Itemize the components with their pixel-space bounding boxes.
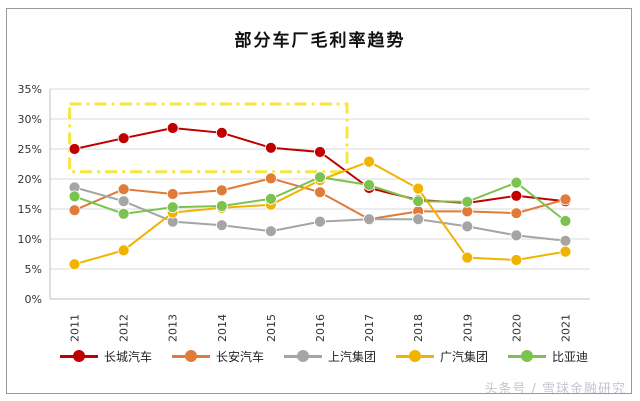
series-4-point <box>68 258 81 271</box>
series-2-point <box>314 186 326 199</box>
series-2-point <box>510 207 523 220</box>
series-4-point <box>510 254 523 266</box>
series-3-point <box>314 215 326 228</box>
series-2-point <box>68 204 81 217</box>
series-3-point <box>363 213 375 226</box>
series-2-point <box>265 172 277 185</box>
series-5-point <box>265 192 277 205</box>
series-1-point <box>166 122 179 134</box>
y-tick-label: 30% <box>18 113 42 126</box>
series-5-point <box>166 201 179 214</box>
legend-label: 长安汽车 <box>216 349 265 364</box>
legend-label: 上汽集团 <box>328 349 377 364</box>
x-tick-label: 2013 <box>167 314 180 342</box>
y-tick-label: 5% <box>25 263 42 276</box>
x-tick-label: 2015 <box>265 314 278 342</box>
series-2-point <box>559 193 572 206</box>
series-2-point <box>117 183 130 196</box>
y-tick-label: 35% <box>18 83 42 96</box>
x-tick-label: 2017 <box>363 314 376 342</box>
series-5-point <box>215 200 228 212</box>
chart-frame <box>6 8 632 394</box>
legend-item-1: 长城汽车 <box>60 348 172 365</box>
series-5-point <box>412 195 425 208</box>
x-tick-label: 2011 <box>69 314 82 342</box>
series-3-point <box>265 225 277 238</box>
legend-item-5: 比亚迪 <box>508 348 620 365</box>
x-tick-label: 2012 <box>118 314 131 342</box>
y-tick-label: 10% <box>18 233 42 246</box>
legend-item-4: 广汽集团 <box>396 348 508 365</box>
legend-label: 长城汽车 <box>104 349 153 364</box>
series-3-point <box>215 219 228 232</box>
legend-symbol <box>60 349 98 363</box>
series-3-point <box>559 234 572 247</box>
series-2-point <box>166 188 179 200</box>
series-5-point <box>314 171 326 184</box>
legend-item-3: 上汽集团 <box>284 348 396 365</box>
x-tick-label: 2020 <box>510 314 523 342</box>
x-tick-label: 2018 <box>412 314 425 342</box>
series-1-point <box>215 126 228 139</box>
series-5-point <box>68 190 81 203</box>
series-5-point <box>461 195 474 208</box>
legend-symbol <box>396 349 434 363</box>
series-4-point <box>363 155 375 168</box>
highlight-box <box>68 102 349 174</box>
watermark: 头条号 / 雪球金融研究 <box>484 382 626 397</box>
legend: 长城汽车 长安汽车 上汽集团 广汽集团 比亚迪 <box>60 346 620 366</box>
series-3-point <box>117 195 130 208</box>
y-tick-label: 0% <box>25 293 42 306</box>
y-tick-label: 15% <box>18 203 42 216</box>
series-5-point <box>559 215 572 227</box>
series-1-point <box>265 141 277 154</box>
series-1-point <box>510 189 523 202</box>
legend-symbol <box>508 349 546 363</box>
series-5-point <box>117 207 130 220</box>
series-3-point <box>461 220 474 233</box>
x-tick-label: 2019 <box>461 314 474 342</box>
y-tick-label: 25% <box>18 143 42 156</box>
chart-title: 部分车厂毛利率趋势 <box>234 31 406 51</box>
series-4-point <box>412 182 425 195</box>
legend-label: 比亚迪 <box>552 349 589 364</box>
legend-symbol <box>172 349 210 363</box>
series-3-point <box>412 213 425 226</box>
series-1-point <box>314 146 326 158</box>
y-tick-label: 20% <box>18 173 42 186</box>
x-tick-label: 2016 <box>314 314 327 342</box>
legend-item-2: 长安汽车 <box>172 348 284 365</box>
x-tick-label: 2021 <box>559 314 572 342</box>
series-5-point <box>510 176 523 189</box>
series-5-point <box>363 179 375 191</box>
legend-symbol <box>284 349 322 363</box>
series-1-point <box>117 132 130 145</box>
legend-label: 广汽集团 <box>440 349 489 364</box>
series-4-point <box>117 244 130 257</box>
series-4-point <box>559 245 572 258</box>
series-3-point <box>510 229 523 242</box>
series-4-point <box>461 251 474 264</box>
x-tick-label: 2014 <box>216 314 229 342</box>
series-2-point <box>215 184 228 197</box>
series-1-point <box>68 143 81 155</box>
